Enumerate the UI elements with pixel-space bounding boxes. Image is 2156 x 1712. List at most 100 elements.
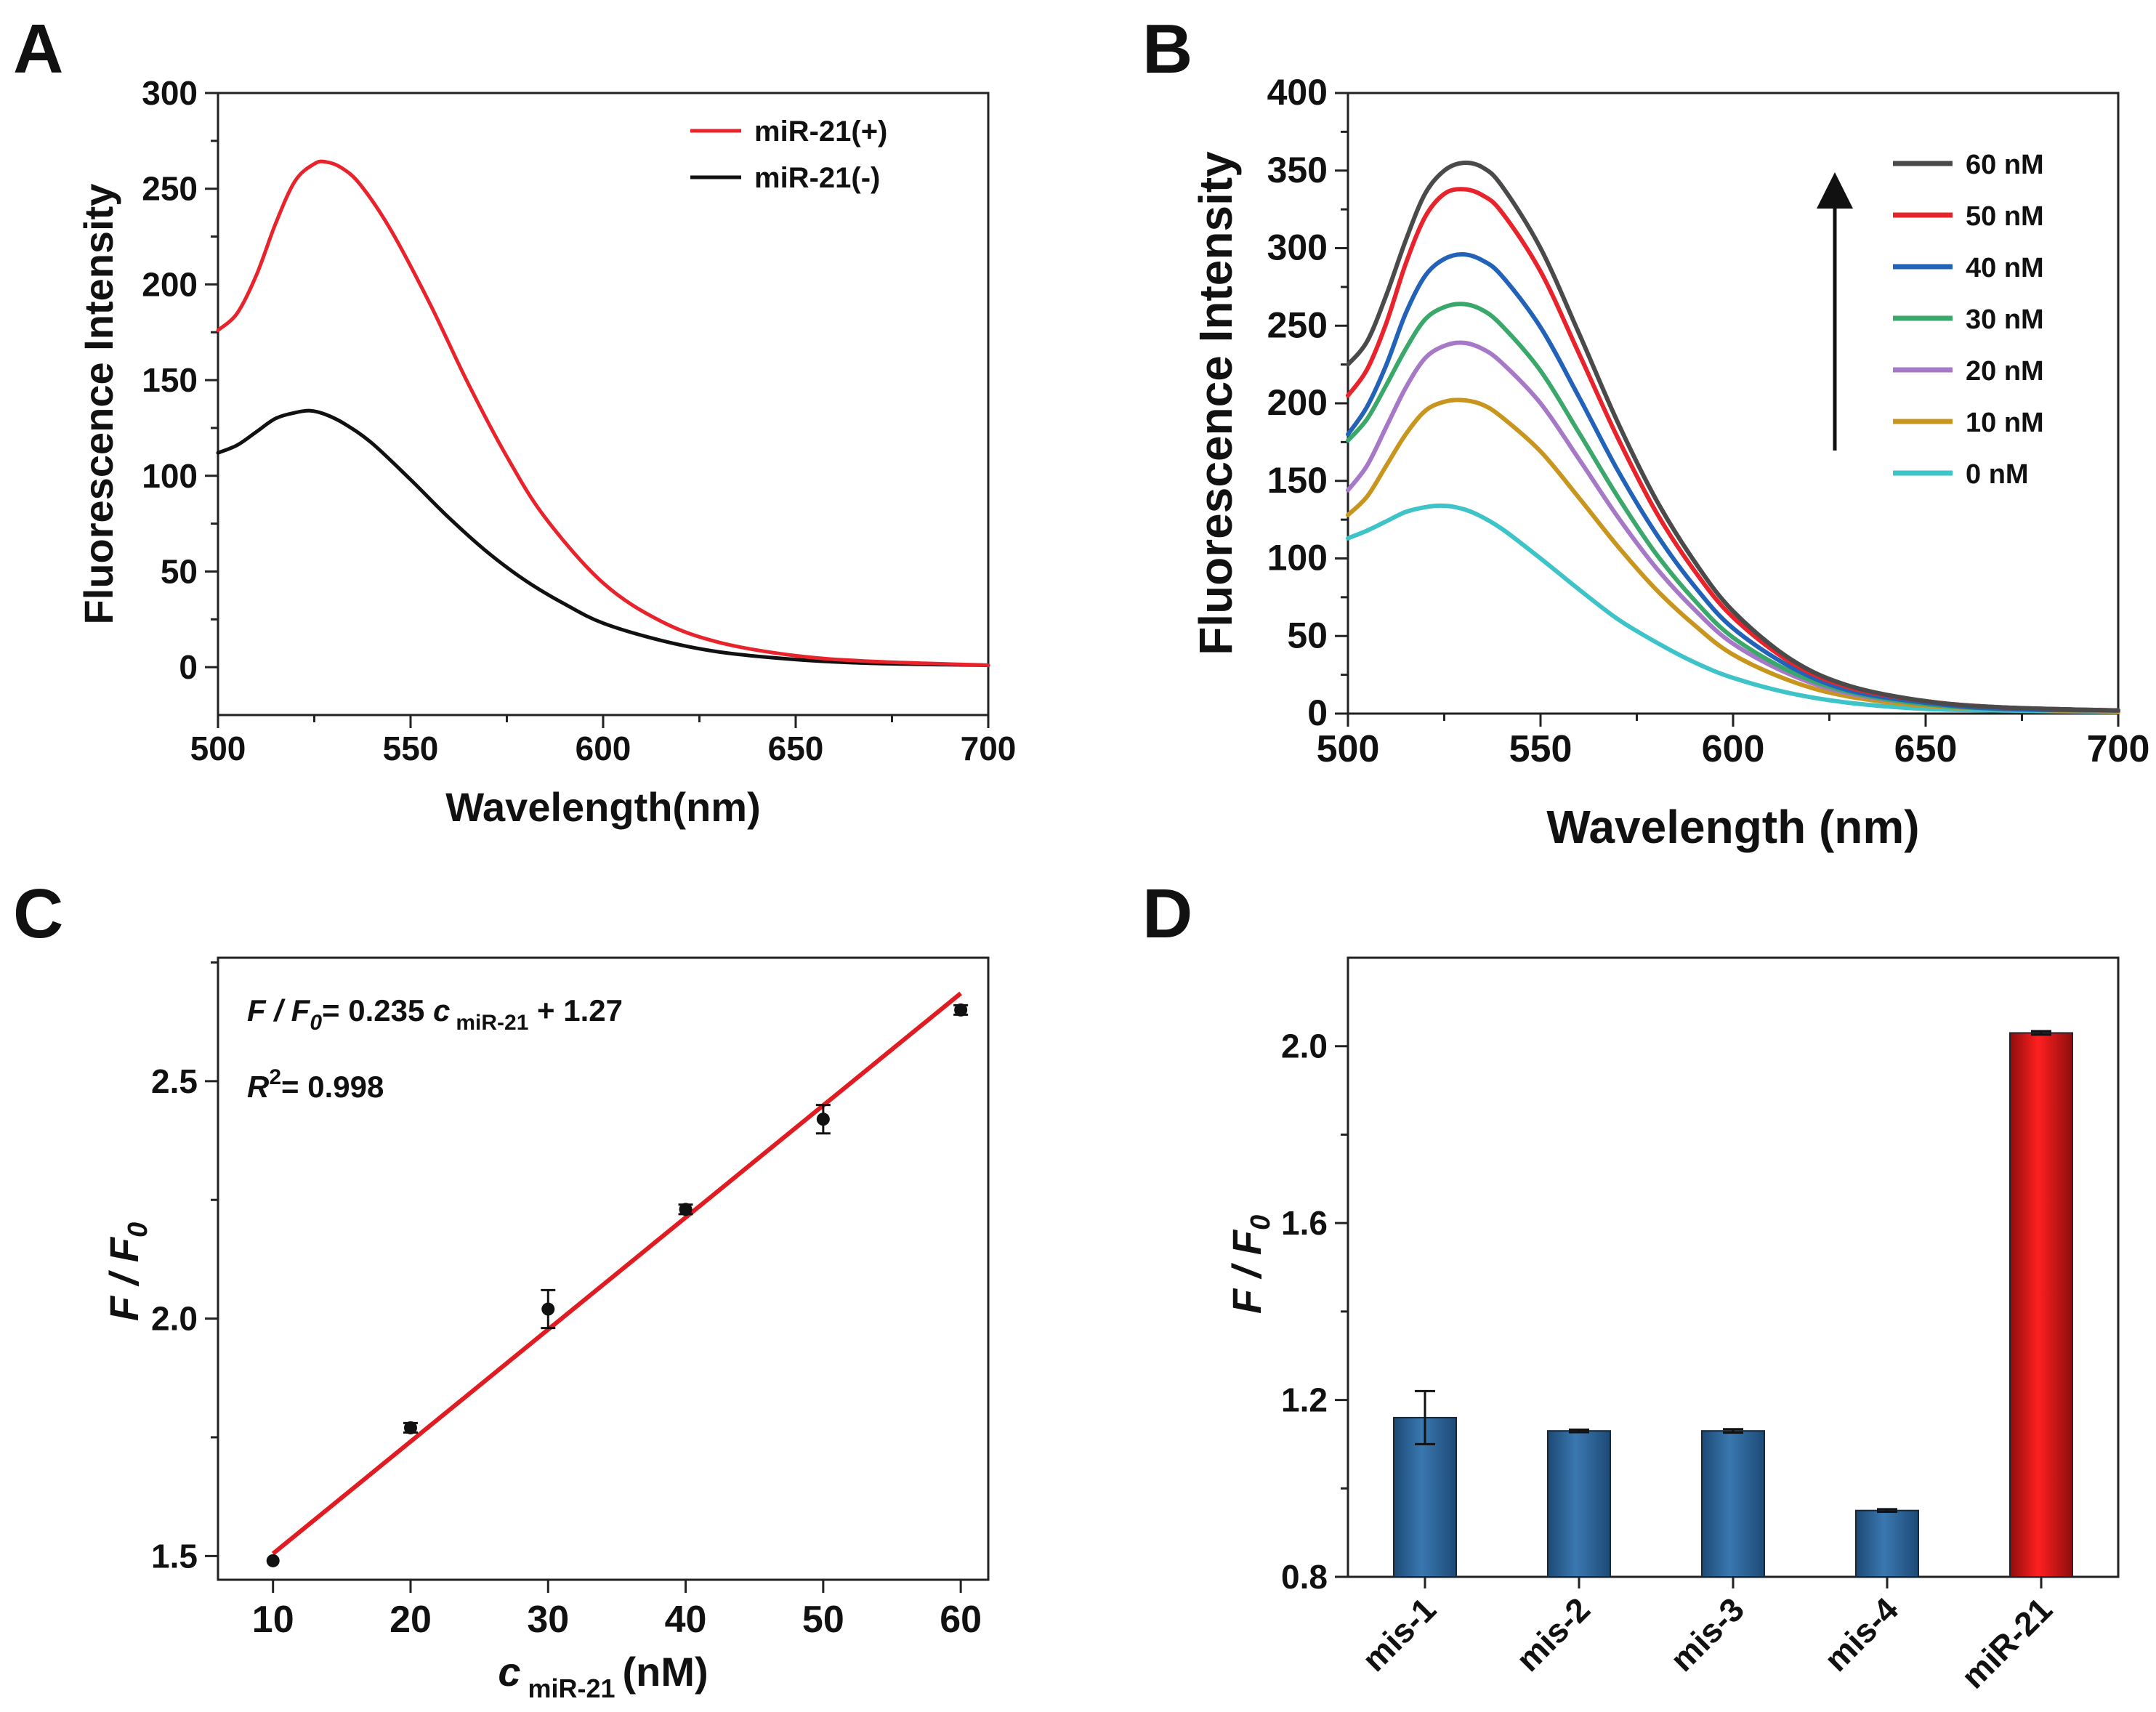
x-axis-title-b: Wavelength (nm)	[1546, 801, 1919, 853]
y-tick-label-b-3: 150	[1267, 460, 1328, 501]
x-tick-label-b-3: 650	[1894, 728, 1958, 770]
y-tick-label-b-5: 250	[1267, 304, 1328, 345]
data-point-c-3	[679, 1203, 693, 1216]
panel-letter-c: C	[13, 875, 63, 953]
bars-d	[1393, 1030, 2073, 1578]
y-tick-label-a-2: 100	[142, 457, 198, 495]
eq-var-sub: miR-21	[456, 1011, 528, 1035]
r2-value: = 0.998	[281, 1070, 384, 1104]
panel-a: A 500 550 600 650 700 0 50 100 150 200 250 300 miR-…	[13, 10, 1016, 830]
y-tick-label-b-6: 300	[1267, 227, 1328, 268]
x-tick-label-c-2: 30	[527, 1599, 569, 1641]
y-tick-label-c-2: 2.5	[151, 1062, 198, 1100]
y-title-d-sub: 0	[1245, 1215, 1276, 1230]
bar-d-1	[1547, 1430, 1611, 1578]
plot-frame-b	[1347, 92, 2120, 715]
x-tick-label-a-3: 650	[768, 730, 824, 767]
legend-label-b-4: 20 nM	[1966, 356, 2044, 387]
x-title-c-unit: (nM)	[623, 1649, 708, 1695]
y-title-c-main: F / F	[101, 1236, 147, 1321]
r-squared: R2= 0.998	[247, 1065, 384, 1104]
y-tick-label-d-0: 0.8	[1281, 1558, 1328, 1596]
legend-label-b-2: 40 nM	[1966, 253, 2044, 283]
bar-d-3	[1855, 1509, 1919, 1578]
data-point-c-1	[404, 1421, 417, 1434]
y-tick-label-b-7: 350	[1267, 150, 1328, 190]
y-tick-label-b-2: 100	[1267, 538, 1328, 578]
y-tick-label-b-0: 0	[1307, 693, 1328, 733]
x-title-c-main: c	[498, 1649, 520, 1695]
x-tick-label-d-4: miR-21	[1954, 1590, 2059, 1695]
legend-b: 60 nM 50 nM 40 nM 30 nM 20 nM 10 nM 0 nM	[1893, 150, 2044, 490]
scatter-c	[266, 991, 969, 1567]
series-line-b-6	[1346, 503, 2120, 714]
y-axis-title-a: Fluorescence Intensity	[76, 184, 121, 625]
curves-b	[1346, 160, 2120, 714]
legend-a: miR-21(+) miR-21(-)	[690, 116, 887, 194]
series-line-b-0	[1346, 160, 2120, 713]
x-tick-label-a-4: 700	[961, 730, 1017, 767]
y-title-c-sub: 0	[123, 1222, 153, 1237]
eq-var: c	[433, 993, 450, 1027]
r2-lead: R	[247, 1070, 270, 1104]
panel-letter-a: A	[13, 10, 63, 88]
y-tick-label-d-3: 2.0	[1281, 1027, 1328, 1065]
series-line-b-5	[1346, 397, 2120, 714]
data-point-c-5	[954, 1003, 968, 1017]
x-axis-title-a: Wavelength(nm)	[445, 784, 760, 830]
x-tick-label-c-0: 10	[252, 1599, 294, 1641]
legend-label-b-5: 10 nM	[1966, 408, 2044, 438]
x-tick-label-d-2: mis-3	[1663, 1590, 1751, 1679]
legend-label-a-0: miR-21(+)	[754, 116, 887, 148]
y-tick-label-b-8: 400	[1267, 72, 1328, 113]
y-axis-title-d: F / F0	[1224, 1215, 1276, 1314]
legend-label-b-3: 30 nM	[1966, 304, 2044, 335]
eq-lead: F / F	[247, 993, 311, 1027]
x-tick-label-a-1: 550	[383, 730, 439, 767]
ticks-d: 0.8 1.2 1.6 2.0 mis-1 mis-2 mis-3 mis-4 miR-21	[1281, 1027, 2059, 1696]
y-tick-label-a-6: 300	[142, 74, 198, 112]
x-tick-label-b-0: 500	[1317, 728, 1380, 770]
panel-letter-b: B	[1142, 10, 1192, 88]
y-tick-label-a-5: 250	[142, 170, 198, 208]
data-point-c-0	[266, 1554, 280, 1567]
y-tick-label-a-3: 150	[142, 361, 198, 399]
x-tick-label-d-1: mis-2	[1509, 1590, 1597, 1679]
y-axis-title-c: F / F0	[101, 1222, 153, 1321]
x-tick-label-a-0: 500	[190, 730, 246, 767]
fit-equation: F / F0= 0.235 c miR-21 + 1.27	[247, 993, 623, 1035]
panel-letter-d: D	[1142, 875, 1192, 953]
r2-sup: 2	[269, 1065, 281, 1089]
y-tick-label-d-1: 1.2	[1281, 1381, 1328, 1419]
x-tick-label-d-0: mis-1	[1354, 1590, 1443, 1679]
legend-label-b-1: 50 nM	[1966, 201, 2044, 232]
y-tick-label-b-4: 200	[1267, 382, 1328, 423]
series-line-a-1	[216, 408, 990, 667]
panel-d: D 0.8 1.2 1.6 2.0 mis-1 mis-2 mis-3 mis-4 miR-21…	[1142, 875, 2120, 1696]
eq-tail: + 1.27	[528, 993, 623, 1027]
x-title-c-sub: miR-21	[528, 1673, 615, 1703]
x-tick-label-b-1: 550	[1509, 728, 1572, 770]
x-tick-label-b-2: 600	[1702, 728, 1765, 770]
curves-a	[216, 159, 990, 667]
eq-lead-sub: 0	[310, 1011, 322, 1035]
ticks-a: 500 550 600 650 700 0 50 100 150 200 250 300	[142, 74, 1016, 767]
y-axis-title-b: Fluorescence Intensity	[1190, 151, 1242, 655]
eq-mid: = 0.235	[322, 993, 433, 1027]
y-tick-label-d-2: 1.6	[1281, 1204, 1328, 1242]
series-line-a-0	[216, 159, 990, 667]
fit-line	[271, 991, 963, 1556]
legend-label-a-1: miR-21(-)	[754, 162, 880, 194]
x-tick-label-a-2: 600	[576, 730, 631, 767]
x-tick-label-c-1: 20	[389, 1599, 432, 1641]
panel-b: B 500 550 600 650 700 0 50 100 150 200 250 300 350 40…	[1142, 10, 2149, 853]
y-tick-label-a-0: 0	[179, 648, 198, 686]
x-tick-label-c-4: 50	[802, 1599, 844, 1641]
ticks-c: 10 20 30 40 50 601.52.02.5	[151, 961, 982, 1641]
bar-d-4	[2009, 1032, 2073, 1578]
x-tick-label-b-4: 700	[2087, 728, 2150, 770]
ticks-b: 500 550 600 650 700 0 50 100 150 200 250 300 350 400	[1267, 72, 2150, 770]
y-tick-label-a-1: 50	[161, 552, 198, 590]
